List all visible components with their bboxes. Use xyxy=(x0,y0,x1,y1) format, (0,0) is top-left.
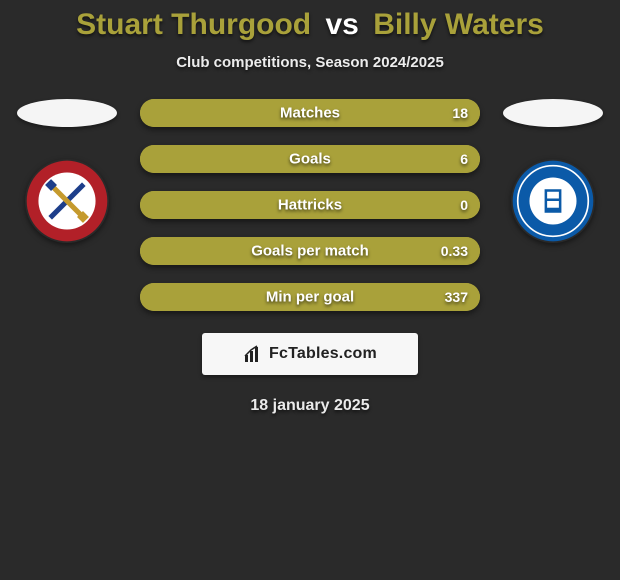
right-side xyxy=(498,99,608,243)
stat-bar: Goals 6 xyxy=(140,145,480,173)
stat-bars: Matches 18 Goals 6 Hattricks 0 Goals per match… xyxy=(140,99,480,311)
bar-label: Hattricks xyxy=(278,197,342,214)
brand-text: FcTables.com xyxy=(269,345,377,363)
bar-label: Goals per match xyxy=(251,243,369,260)
bar-value-right: 0 xyxy=(460,197,468,213)
bar-value-right: 0.33 xyxy=(441,243,468,259)
brand-badge: FcTables.com xyxy=(202,333,418,375)
bar-label: Matches xyxy=(280,105,340,122)
stat-bar: Min per goal 337 xyxy=(140,283,480,311)
bar-value-right: 337 xyxy=(445,289,468,305)
subtitle: Club competitions, Season 2024/2025 xyxy=(0,54,620,71)
player2-club-crest-icon xyxy=(511,159,595,243)
date-text: 18 january 2025 xyxy=(0,397,620,415)
title-player2: Billy Waters xyxy=(373,8,544,41)
stat-bar: Matches 18 xyxy=(140,99,480,127)
player2-flag-icon xyxy=(503,99,603,127)
stat-bar: Hattricks 0 xyxy=(140,191,480,219)
left-side xyxy=(12,99,122,243)
bar-label: Goals xyxy=(289,151,331,168)
comparison-container: Stuart Thurgood vs Billy Waters Club com… xyxy=(0,0,620,415)
chart-icon xyxy=(243,344,263,364)
page-title: Stuart Thurgood vs Billy Waters xyxy=(0,8,620,42)
title-player1: Stuart Thurgood xyxy=(76,8,311,41)
player1-club-crest-icon xyxy=(25,159,109,243)
title-vs: vs xyxy=(325,8,358,41)
bar-value-right: 18 xyxy=(452,105,468,121)
stat-bar: Goals per match 0.33 xyxy=(140,237,480,265)
player1-flag-icon xyxy=(17,99,117,127)
bar-value-right: 6 xyxy=(460,151,468,167)
main-row: Matches 18 Goals 6 Hattricks 0 Goals per match… xyxy=(0,99,620,311)
bar-label: Min per goal xyxy=(266,289,354,306)
